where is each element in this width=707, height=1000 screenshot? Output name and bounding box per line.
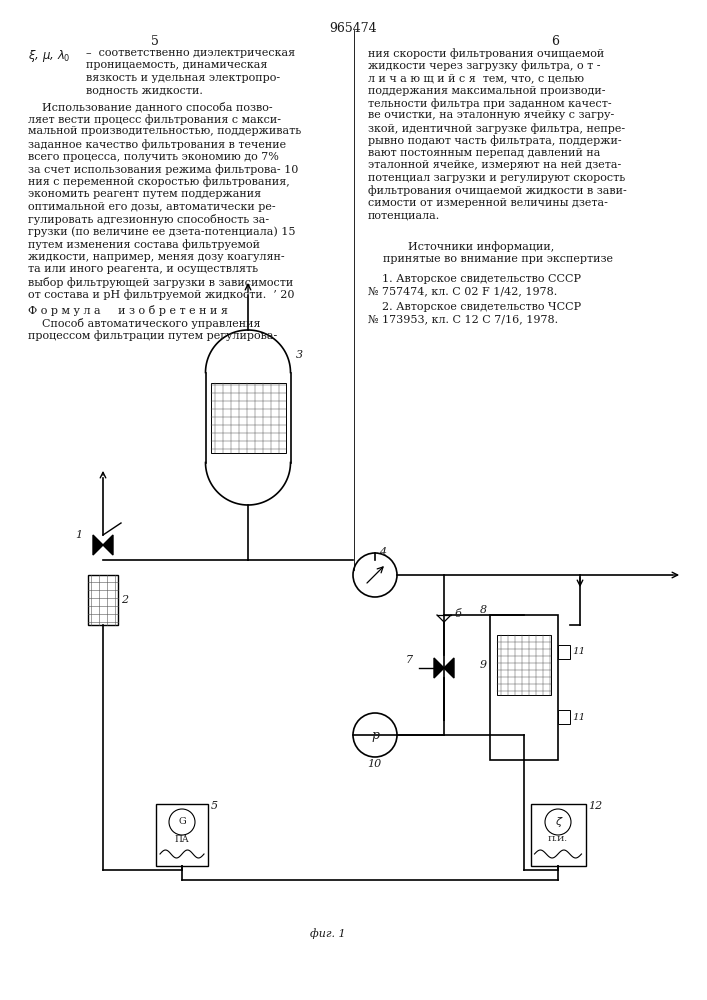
Text: б: б bbox=[454, 609, 461, 619]
Text: поддержания максимальной производи-: поддержания максимальной производи- bbox=[368, 86, 605, 96]
Text: тельности фильтра при заданном качест-: тельности фильтра при заданном качест- bbox=[368, 98, 612, 109]
Text: 2: 2 bbox=[121, 595, 128, 605]
Text: 1. Авторское свидетельство СССР: 1. Авторское свидетельство СССР bbox=[368, 273, 581, 284]
Text: Источники информации,: Источники информации, bbox=[408, 241, 554, 252]
Text: водность жидкости.: водность жидкости. bbox=[86, 86, 203, 96]
Text: ПА: ПА bbox=[175, 834, 189, 844]
Text: 4: 4 bbox=[379, 547, 386, 557]
Text: ляет вести процесс фильтрования с макси-: ляет вести процесс фильтрования с макси- bbox=[28, 114, 281, 125]
Text: выбор фильтрующей загрузки в зависимости: выбор фильтрующей загрузки в зависимости bbox=[28, 276, 293, 288]
Bar bbox=[558, 645, 570, 659]
Text: фильтрования очищаемой жидкости в зави-: фильтрования очищаемой жидкости в зави- bbox=[368, 186, 626, 196]
Circle shape bbox=[353, 553, 397, 597]
Text: ве очистки, на эталонную ячейку с загру-: ве очистки, на эталонную ячейку с загру- bbox=[368, 110, 614, 120]
Bar bbox=[497, 635, 551, 695]
Text: рывно подают часть фильтрата, поддержи-: рывно подают часть фильтрата, поддержи- bbox=[368, 135, 621, 146]
Text: процессом фильтрации путем регулирова-: процессом фильтрации путем регулирова- bbox=[28, 330, 277, 341]
Text: 11: 11 bbox=[572, 712, 585, 722]
Text: л и ч а ю щ и й с я  тем, что, с целью: л и ч а ю щ и й с я тем, что, с целью bbox=[368, 73, 584, 83]
Text: П.И.: П.И. bbox=[548, 835, 568, 843]
Polygon shape bbox=[93, 535, 103, 555]
Text: G: G bbox=[178, 818, 186, 826]
Text: принятые во внимание при экспертизе: принятые во внимание при экспертизе bbox=[383, 253, 613, 263]
Text: жидкости, например, меняя дозу коагулян-: жидкости, например, меняя дозу коагулян- bbox=[28, 251, 285, 261]
Text: 11: 11 bbox=[572, 648, 585, 656]
Text: путем изменения состава фильтруемой: путем изменения состава фильтруемой bbox=[28, 239, 260, 250]
Bar bbox=[88, 575, 118, 625]
Bar bbox=[156, 804, 208, 866]
Text: № 757474, кл. С 02 F 1/42, 1978.: № 757474, кл. С 02 F 1/42, 1978. bbox=[368, 286, 557, 296]
Text: 1: 1 bbox=[75, 530, 82, 540]
Text: потенциала.: потенциала. bbox=[368, 211, 440, 221]
Text: 12: 12 bbox=[588, 801, 603, 811]
Text: $\xi$, $\mu$, $\lambda_0$: $\xi$, $\mu$, $\lambda_0$ bbox=[28, 48, 71, 64]
Text: потенциал загрузки и регулируют скорость: потенциал загрузки и регулируют скорость bbox=[368, 173, 625, 183]
Text: мальной производительностью, поддерживать: мальной производительностью, поддерживат… bbox=[28, 126, 301, 136]
Text: жидкости через загрузку фильтра, о т -: жидкости через загрузку фильтра, о т - bbox=[368, 60, 600, 71]
Text: эталонной ячейке, измеряют на ней дзета-: эталонной ячейке, измеряют на ней дзета- bbox=[368, 160, 621, 170]
Bar bbox=[211, 382, 286, 452]
Text: вязкость и удельная электропро-: вязкость и удельная электропро- bbox=[86, 73, 280, 83]
Text: симости от измеренной величины дзета-: симости от измеренной величины дзета- bbox=[368, 198, 608, 208]
Text: зкой, идентичной загрузке фильтра, непре-: зкой, идентичной загрузке фильтра, непре… bbox=[368, 123, 625, 134]
Text: Использование данного способа позво-: Использование данного способа позво- bbox=[28, 102, 273, 112]
Text: ния с переменной скоростью фильтрования,: ния с переменной скоростью фильтрования, bbox=[28, 176, 290, 187]
Text: экономить реагент путем поддержания: экономить реагент путем поддержания bbox=[28, 189, 261, 199]
Text: вают постоянным перепад давлений на: вают постоянным перепад давлений на bbox=[368, 148, 600, 158]
Text: 3: 3 bbox=[296, 350, 303, 360]
Text: –  соответственно диэлектрическая: – соответственно диэлектрическая bbox=[86, 48, 295, 58]
Text: № 173953, кл. С 12 С 7/16, 1978.: № 173953, кл. С 12 С 7/16, 1978. bbox=[368, 314, 558, 324]
Text: 8: 8 bbox=[480, 605, 487, 615]
Text: та или иного реагента, и осуществлять: та или иного реагента, и осуществлять bbox=[28, 264, 258, 274]
Text: Способ автоматического управления: Способ автоматического управления bbox=[28, 318, 260, 329]
Polygon shape bbox=[434, 658, 444, 678]
Text: от состава и рН фильтруемой жидкости.  ’ 20: от состава и рН фильтруемой жидкости. ’ … bbox=[28, 289, 295, 300]
Circle shape bbox=[169, 809, 195, 835]
Text: 9: 9 bbox=[480, 660, 487, 670]
Text: 2. Авторское свидетельство ЧССР: 2. Авторское свидетельство ЧССР bbox=[368, 302, 581, 312]
Text: Ф о р м у л а     и з о б р е т е н и я: Ф о р м у л а и з о б р е т е н и я bbox=[28, 306, 228, 316]
Text: р: р bbox=[371, 728, 379, 742]
Bar bbox=[530, 804, 585, 866]
Text: всего процесса, получить экономию до 7%: всего процесса, получить экономию до 7% bbox=[28, 151, 279, 161]
Text: ния скорости фильтрования очищаемой: ния скорости фильтрования очищаемой bbox=[368, 48, 604, 59]
Bar bbox=[558, 710, 570, 724]
Text: проницаемость, динамическая: проницаемость, динамическая bbox=[86, 60, 267, 70]
Text: 6: 6 bbox=[551, 35, 559, 48]
Text: 5: 5 bbox=[211, 801, 218, 811]
Circle shape bbox=[545, 809, 571, 835]
Bar bbox=[490, 615, 558, 760]
Text: 7: 7 bbox=[406, 655, 413, 665]
Text: гулировать адгезионную способность за-: гулировать адгезионную способность за- bbox=[28, 214, 269, 225]
Polygon shape bbox=[444, 658, 454, 678]
Text: ζ: ζ bbox=[555, 817, 561, 827]
Text: за счет использования режима фильтрова- 10: за счет использования режима фильтрова- … bbox=[28, 164, 298, 175]
Polygon shape bbox=[103, 535, 113, 555]
Circle shape bbox=[353, 713, 397, 757]
Text: заданное качество фильтрования в течение: заданное качество фильтрования в течение bbox=[28, 139, 286, 150]
Text: грузки (по величине ее дзета-потенциала) 15: грузки (по величине ее дзета-потенциала)… bbox=[28, 227, 296, 237]
Text: оптимальной его дозы, автоматически ре-: оптимальной его дозы, автоматически ре- bbox=[28, 202, 276, 212]
Text: фиг. 1: фиг. 1 bbox=[310, 928, 346, 939]
Text: 965474: 965474 bbox=[329, 22, 378, 35]
Text: 5: 5 bbox=[151, 35, 159, 48]
Text: 10: 10 bbox=[367, 759, 381, 769]
